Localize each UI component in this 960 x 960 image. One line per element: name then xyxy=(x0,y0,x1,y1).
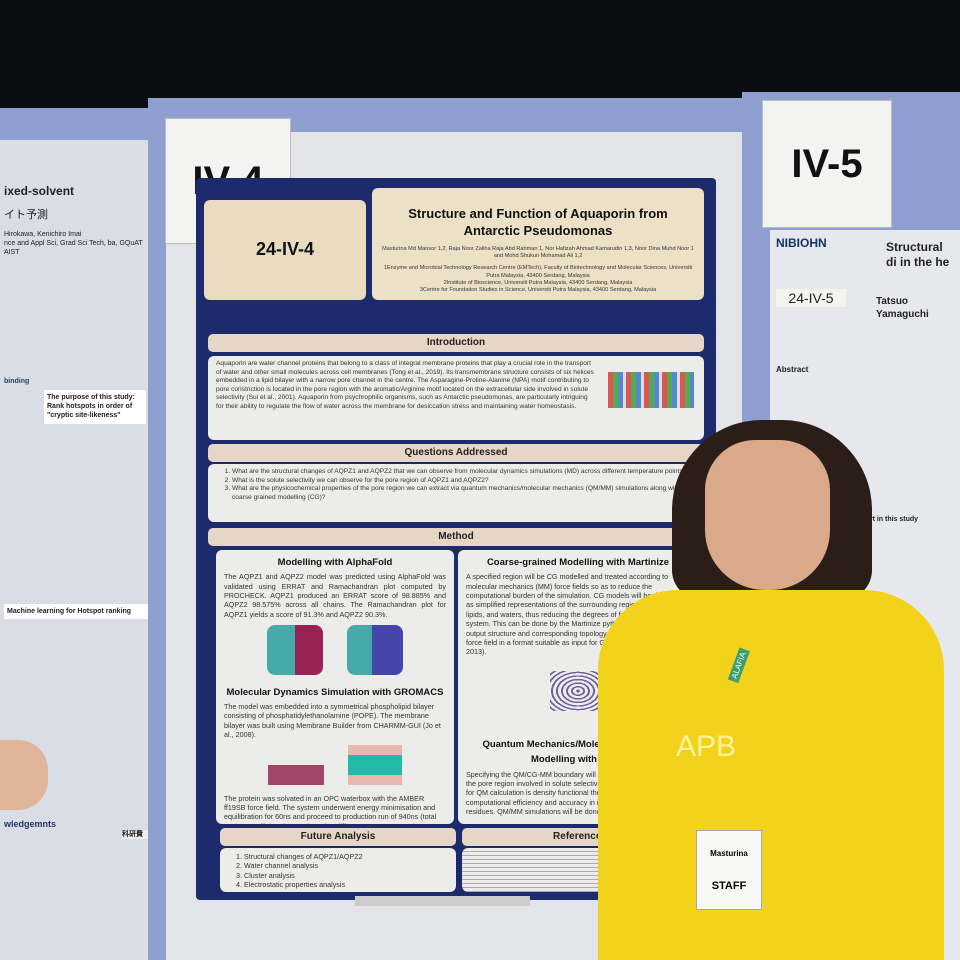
alphafold-text: The AQPZ1 and AQPZ2 model was predicted … xyxy=(224,572,446,619)
shirt-print: APB xyxy=(676,730,737,763)
aquaporin-membrane-figure xyxy=(608,372,694,408)
cg-title: Coarse-grained Modelling with Martinize xyxy=(486,557,670,568)
future-3: Cluster analysis xyxy=(244,871,448,880)
future-1: Structural changes of AQPZ1/AQPZ2 xyxy=(244,852,448,861)
aqpz1-structure-figure xyxy=(267,625,323,676)
right-poster-id: 24-IV-5 xyxy=(776,288,846,307)
left-poster-binding: binding xyxy=(4,378,30,386)
main-poster: 24-IV-4 Structure and Function of Aquapo… xyxy=(196,178,716,900)
poster-title: Structure and Function of Aquaporin from… xyxy=(408,206,668,238)
future-header: Future Analysis xyxy=(220,828,456,846)
future-4: Electrostatic properties analysis xyxy=(244,880,448,889)
intro-box: Aquaporin are water channel proteins tha… xyxy=(208,356,704,440)
md-bilayer-figure-2 xyxy=(348,745,402,786)
left-poster-authors: Hirokawa, Kenichiro Imai xyxy=(4,230,82,238)
hand xyxy=(0,740,48,810)
qm-title-1: Quantum Mechanics/Molecular Mechanics xyxy=(482,738,674,750)
badge-role: STAFF xyxy=(711,880,747,892)
left-poster-ml: Machine learning for Hotspot ranking xyxy=(4,603,156,619)
aff-3: 3Centre for Foundation Studies in Scienc… xyxy=(419,287,657,294)
poster-authors: Masturina Md Mansor 1,2, Raja Noor Zalih… xyxy=(382,245,694,260)
aqpz2-structure-figure xyxy=(347,625,403,676)
nibiohn-logo: NIBIOHN xyxy=(776,236,827,250)
sign-iv-5: IV-5 xyxy=(762,100,892,228)
right-poster-flow: al flowchart in this study xyxy=(836,516,919,524)
method-header: Method xyxy=(208,528,704,546)
question-2: What is the solute selectivity we can ob… xyxy=(232,477,696,486)
left-poster-title: ixed-solvent xyxy=(4,184,75,198)
right-poster-abstract: Abstract xyxy=(776,364,809,374)
right-poster-title: Structural di in the he xyxy=(886,239,950,270)
intro-header: Introduction xyxy=(208,334,704,352)
left-poster-purpose: The purpose of this study: Rank hotspots… xyxy=(44,390,146,424)
alphafold-title: Modelling with AlphaFold xyxy=(277,557,393,568)
title-box: Structure and Function of Aquaporin from… xyxy=(372,188,704,300)
method-left-box: Modelling with AlphaFold The AQPZ1 and A… xyxy=(216,550,454,831)
questions-box: What are the structural changes of AQPZ1… xyxy=(208,464,704,522)
qm-title-2: Modelling with CP2K xyxy=(531,754,625,766)
md-bilayer-figure-1 xyxy=(268,765,324,786)
left-poster: ixed-solvent イト予測 Hirokawa, Kenichiro Im… xyxy=(0,140,160,960)
poster-id: 24-IV-4 xyxy=(255,239,315,260)
question-1: What are the structural changes of AQPZ1… xyxy=(232,468,696,477)
cg-text: A specified region will be CG modelled a… xyxy=(466,572,687,657)
future-box: Structural changes of AQPZ1/AQPZ2Water c… xyxy=(220,848,456,892)
cg-structure-figure xyxy=(550,670,606,711)
md-text-2: The protein was solvated in an OPC water… xyxy=(224,793,437,831)
right-poster-author: Tatsuo Yamaguchi xyxy=(876,295,929,320)
name-badge: Masturina STAFF xyxy=(696,830,762,910)
md-title: Molecular Dynamics Simulation with GROMA… xyxy=(226,686,444,698)
left-poster-aff: nce and Appl Sci, Grad Sci Tech, ba, GQu… xyxy=(4,239,143,257)
question-3: What are the physicochemical properties … xyxy=(232,485,696,502)
aff-1: 1Enzyme and Microbial Technology Researc… xyxy=(383,265,693,279)
aff-2: 2Institute of Bioscience, Universiti Put… xyxy=(443,279,633,286)
future-2: Water channel analysis xyxy=(244,861,448,870)
questions-header: Questions Addressed xyxy=(208,444,704,462)
person-face xyxy=(705,440,830,590)
person-shirt xyxy=(598,590,944,960)
poster-id-box: 24-IV-4 xyxy=(204,200,366,300)
left-poster-jp: イト予測 xyxy=(4,208,48,221)
poster-clip xyxy=(355,896,530,906)
qm-text: Specifying the QM/CG-MM boundary will al… xyxy=(466,769,688,817)
md-text-1: The model was embedded into a symmetrica… xyxy=(224,701,441,739)
intro-text: Aquaporin are water channel proteins tha… xyxy=(216,360,594,410)
left-poster-ack: wledgemnts xyxy=(4,818,57,829)
badge-name: Masturina xyxy=(710,849,748,858)
kaken-logo: 科研費 xyxy=(122,830,158,840)
